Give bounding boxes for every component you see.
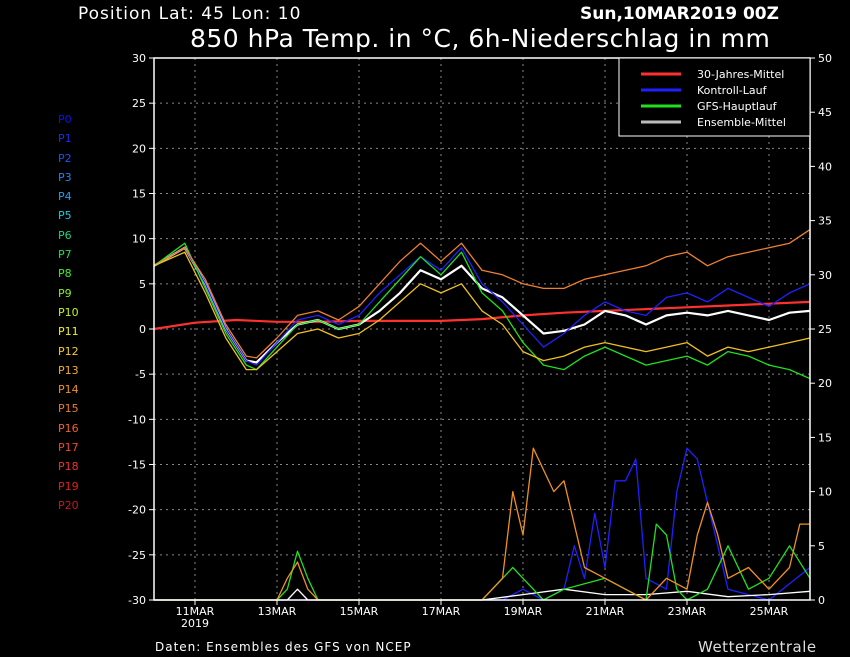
axis-layer: 302520151050-5-10-15-20-25-3050454035302… (128, 52, 832, 630)
y-tick-label: 0 (139, 323, 146, 336)
run-date-label: Sun,10MAR2019 00Z (580, 4, 779, 24)
y-tick-label: 20 (132, 142, 146, 155)
y2-tick-label: 40 (818, 160, 832, 173)
y-tick-label: 15 (132, 188, 146, 201)
y-tick-label: -5 (135, 368, 146, 381)
y-tick-label: -20 (128, 504, 146, 517)
y-tick-label: 10 (132, 233, 146, 246)
y-tick-label: 30 (132, 52, 146, 65)
series-line (154, 447, 810, 601)
member-label: P0 (58, 113, 72, 126)
series-layer (153, 229, 811, 601)
member-label: P15 (58, 402, 79, 416)
x-tick-label: 19MAR (504, 605, 543, 618)
member-label: P8 (58, 267, 72, 281)
y2-tick-label: 0 (818, 594, 825, 607)
member-label: P17 (58, 441, 79, 455)
grid-layer (154, 58, 810, 600)
member-label: P10 (58, 305, 79, 319)
x-tick-label: 13MAR (258, 605, 297, 618)
member-label: P3 (58, 170, 72, 184)
y2-tick-label: 10 (818, 486, 832, 499)
member-label: P14 (58, 383, 79, 397)
y2-tick-label: 20 (818, 377, 832, 390)
series-line (153, 242, 811, 380)
member-label: P18 (58, 460, 79, 474)
y-tick-label: -30 (128, 594, 146, 607)
member-label: P4 (58, 190, 72, 204)
y2-tick-label: 30 (818, 269, 832, 282)
member-label: P20 (58, 498, 79, 512)
legend-label: Kontroll-Lauf (697, 84, 768, 97)
legend-label: 30-Jahres-Mittel (697, 68, 784, 81)
member-label: P11 (58, 325, 79, 339)
member-label: P7 (58, 248, 72, 262)
chart-title: 850 hPa Temp. in °C, 6h-Niederschlag in … (190, 24, 771, 53)
x-tick-label: 15MAR (340, 605, 379, 618)
y2-tick-label: 25 (818, 323, 832, 336)
y-tick-label: 25 (132, 97, 146, 110)
series-line (153, 229, 811, 359)
y2-tick-label: 15 (818, 431, 832, 444)
x-tick-label: 21MAR (586, 605, 625, 618)
member-label: P12 (58, 344, 79, 358)
x-tick-label: 23MAR (668, 605, 707, 618)
y2-tick-label: 35 (818, 215, 832, 228)
legend-label: Ensemble-Mittel (697, 116, 786, 129)
series-line (154, 588, 811, 601)
member-label: P16 (58, 421, 79, 435)
y2-tick-label: 45 (818, 106, 832, 119)
data-source-label: Daten: Ensembles des GFS von NCEP (155, 640, 412, 654)
member-label: P2 (58, 151, 72, 165)
x-tick-label: 25MAR (750, 605, 789, 618)
member-label: P5 (58, 209, 72, 223)
member-label: P1 (58, 132, 72, 146)
member-label: P6 (58, 228, 72, 242)
legend-label: GFS-Hauptlauf (697, 100, 778, 113)
member-label: P9 (58, 286, 72, 300)
position-label: Position Lat: 45 Lon: 10 (78, 4, 302, 24)
series-line (153, 251, 811, 371)
y-tick-label: -25 (128, 549, 146, 562)
y2-tick-label: 50 (818, 52, 832, 65)
series-line (153, 247, 811, 366)
member-label: P13 (58, 363, 79, 377)
series-line (153, 300, 811, 331)
brand-label: Wetterzentrale (698, 638, 817, 656)
y2-tick-label: 5 (818, 540, 825, 553)
series-line (154, 447, 811, 601)
legend: 30-Jahres-Mittel Kontroll-Lauf GFS-Hauptla… (618, 57, 811, 137)
series-line (154, 523, 811, 601)
ensemble-member-list: P0 P1 P2 P3 P4 P5 P6 P7 P8 P9 P10 P11 P12 P13 P14 P15 P1… (58, 110, 79, 515)
y-tick-label: -10 (128, 413, 146, 426)
y-tick-label: -15 (128, 459, 146, 472)
x-tick-label: 11MAR (176, 605, 215, 618)
member-label: P19 (58, 479, 79, 493)
series-line (153, 246, 811, 364)
y-tick-label: 5 (139, 278, 146, 291)
x-year-label: 2019 (181, 617, 209, 630)
x-tick-label: 17MAR (422, 605, 461, 618)
